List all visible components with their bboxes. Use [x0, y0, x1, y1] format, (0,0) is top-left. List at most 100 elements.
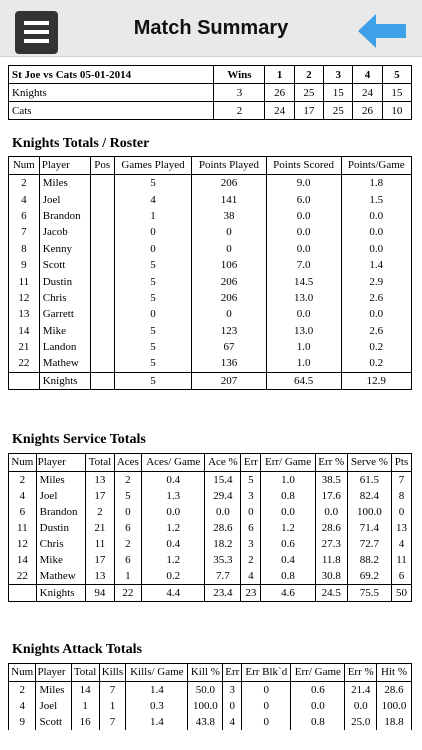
table-cell: Brandon: [38, 207, 91, 225]
table-row: 2 Miles 13 2 0.4 15.4 5 1.0 38.5 61.5 7: [8, 471, 412, 488]
column-header: Aces/ Game: [141, 453, 206, 472]
column-header: Kills/ Game: [125, 663, 189, 682]
table-cell: 13: [85, 471, 115, 488]
table-cell: 2.6: [340, 322, 413, 339]
table-cell: Dustin: [38, 273, 91, 290]
table-row: 4 Joel 17 5 1.3 29.4 3 0.8 17.6 82.4 8: [8, 488, 412, 504]
menu-button[interactable]: [15, 11, 58, 54]
table-cell: 38.5: [314, 471, 348, 488]
total-cell: 5: [113, 371, 193, 391]
column-header: Points Played: [191, 156, 267, 175]
table-cell: 21.4: [344, 681, 378, 698]
total-cell: 12.9: [340, 371, 413, 391]
table-cell: 0.2: [141, 568, 206, 585]
column-header: Err: [240, 453, 262, 472]
table-cell: 6: [113, 552, 143, 568]
table-cell: 1: [98, 698, 127, 714]
table-cell: 100.0: [376, 698, 412, 714]
table-cell: 25: [323, 101, 354, 120]
column-header: Serve %: [346, 453, 393, 472]
table-cell: 17: [293, 101, 325, 120]
table-cell: 22: [8, 568, 37, 585]
table-cell: 27.3: [314, 536, 348, 552]
table-cell: 1: [113, 568, 143, 585]
table-cell: [89, 207, 115, 225]
table-cell: Garrett: [38, 306, 91, 323]
table-cell: 13: [391, 520, 412, 536]
column-header: Player: [38, 156, 91, 175]
table-cell: 88.2: [346, 552, 393, 568]
table-cell: 7.7: [204, 568, 242, 585]
table-cell: 69.2: [346, 568, 393, 585]
table-cell: 17.6: [314, 488, 348, 504]
table-cell: 5: [113, 322, 193, 339]
table-cell: 0: [241, 681, 292, 698]
table-cell: 0.4: [141, 536, 206, 552]
table-cell: 0.0: [314, 504, 348, 520]
table-cell: 2: [7, 681, 37, 698]
column-header: Num: [8, 156, 40, 175]
table-cell: Miles: [35, 681, 72, 698]
roster-table: Num Player Pos Games Played Points Played Poi…: [8, 156, 413, 391]
table-cell: 3: [213, 83, 266, 102]
table-cell: 1.4: [340, 256, 413, 274]
table-cell: 13: [85, 568, 115, 585]
total-cell: [8, 584, 37, 602]
team-row: Knights 3 26 25 15 24 15: [7, 83, 413, 102]
table-cell: [89, 355, 115, 373]
table-cell: 206: [191, 273, 267, 290]
table-cell: [89, 224, 115, 241]
table-cell: 0.4: [260, 552, 316, 568]
table-cell: 11: [85, 536, 115, 552]
table-cell: 4: [240, 568, 262, 585]
table-cell: 0.4: [141, 471, 206, 488]
column-header: Kill %: [187, 663, 224, 682]
table-cell: 206: [191, 289, 267, 307]
table-cell: 9: [7, 714, 37, 730]
table-cell: 0.2: [340, 338, 413, 356]
table-cell: 2: [213, 101, 266, 120]
table-cell: 14: [70, 681, 100, 698]
table-cell: 4: [8, 191, 40, 208]
service-title: Knights Service Totals: [12, 432, 146, 447]
table-cell: 11.8: [314, 552, 348, 568]
back-arrow-icon[interactable]: [358, 14, 406, 48]
table-cell: Miles: [38, 174, 91, 192]
service-table: Num Player Total Aces Aces/ Game Ace % Err Err/…: [8, 453, 412, 602]
table-cell: Scott: [35, 714, 72, 730]
table-cell: 0.0: [340, 306, 413, 323]
table-cell: 12: [8, 536, 37, 552]
table-cell: [89, 306, 115, 323]
table-cell: Scott: [38, 256, 91, 274]
table-cell: 0.0: [265, 240, 342, 257]
table-cell: 11: [8, 273, 40, 290]
table-row: 4 Joel 4 141 6.0 1.5: [8, 191, 413, 208]
column-header: Kills: [98, 663, 127, 682]
table-cell: 2: [85, 504, 115, 520]
table-cell: 1: [70, 698, 100, 714]
table-cell: Mathew: [35, 568, 87, 585]
column-header: Err/ Game: [260, 453, 316, 472]
roster-title: Knights Totals / Roster: [12, 136, 150, 151]
table-cell: 8: [8, 240, 40, 257]
table-cell: [89, 174, 115, 192]
table-cell: 1.4: [125, 714, 189, 730]
table-cell: 100.0: [346, 504, 393, 520]
total-row: Knights 94 22 4.4 23.4 23 4.6 24.5 75.5 50: [8, 584, 412, 602]
total-cell: 94: [85, 584, 115, 602]
table-cell: 0: [113, 504, 143, 520]
column-header: Total: [70, 663, 100, 682]
table-cell: 2.6: [340, 289, 413, 307]
table-cell: 21: [85, 520, 115, 536]
table-cell: 61.5: [346, 471, 393, 488]
table-cell: 24: [352, 83, 383, 102]
table-cell: 1.0: [265, 338, 342, 356]
table-cell: 38: [191, 207, 267, 225]
table-cell: 1.4: [125, 681, 189, 698]
column-header: 2: [293, 65, 325, 84]
table-cell: 1.0: [265, 355, 342, 373]
column-header: Points Scored: [265, 156, 342, 175]
table-cell: 7: [98, 714, 127, 730]
table-cell: 1.2: [260, 520, 316, 536]
table-cell: 0.0: [340, 224, 413, 241]
